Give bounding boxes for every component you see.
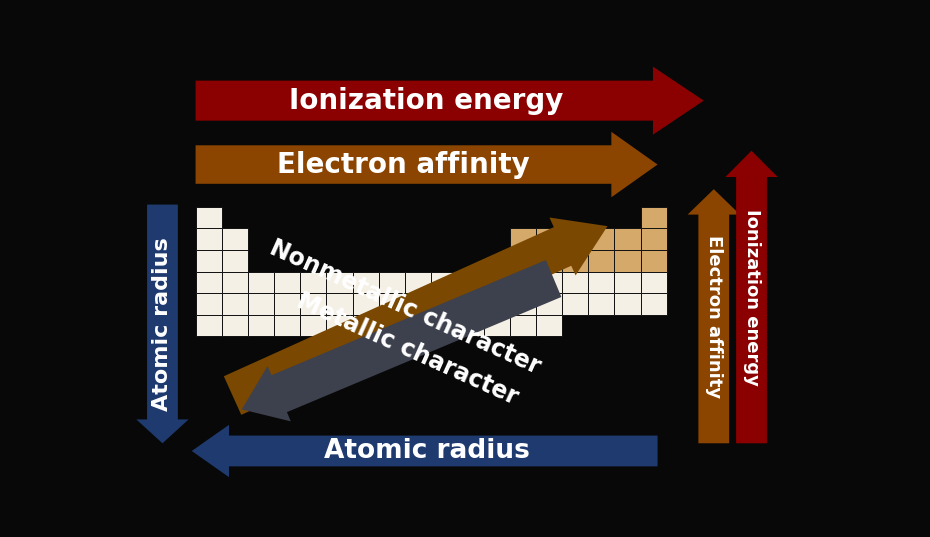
Bar: [510, 315, 536, 336]
Bar: [641, 250, 667, 272]
Bar: [589, 272, 615, 293]
Bar: [195, 272, 221, 293]
Text: Nonmetallic character: Nonmetallic character: [266, 235, 544, 379]
Bar: [352, 272, 379, 293]
Bar: [562, 293, 589, 315]
Bar: [195, 315, 221, 336]
Polygon shape: [725, 151, 777, 443]
Bar: [379, 293, 405, 315]
Bar: [536, 293, 562, 315]
Bar: [589, 228, 615, 250]
Bar: [195, 293, 221, 315]
Text: Ionization energy: Ionization energy: [289, 86, 564, 114]
Bar: [484, 272, 510, 293]
Bar: [274, 272, 300, 293]
Bar: [326, 272, 352, 293]
Bar: [379, 315, 405, 336]
Bar: [432, 315, 458, 336]
Text: Atomic radius: Atomic radius: [324, 438, 529, 464]
Bar: [641, 207, 667, 228]
Bar: [536, 315, 562, 336]
Bar: [221, 272, 248, 293]
Text: Atomic radius: Atomic radius: [153, 237, 172, 411]
Bar: [274, 315, 300, 336]
Bar: [510, 293, 536, 315]
Bar: [641, 228, 667, 250]
Text: Ionization energy: Ionization energy: [742, 208, 761, 386]
Bar: [379, 272, 405, 293]
Bar: [562, 272, 589, 293]
Bar: [641, 272, 667, 293]
Text: Electron affinity: Electron affinity: [705, 235, 723, 398]
Bar: [405, 293, 432, 315]
Bar: [221, 315, 248, 336]
Bar: [300, 315, 326, 336]
Bar: [562, 228, 589, 250]
Text: Electron affinity: Electron affinity: [277, 150, 530, 178]
Polygon shape: [687, 189, 740, 443]
Bar: [458, 315, 484, 336]
Bar: [221, 250, 248, 272]
Polygon shape: [195, 67, 704, 135]
Bar: [510, 250, 536, 272]
Bar: [326, 315, 352, 336]
Bar: [405, 315, 432, 336]
Bar: [248, 315, 274, 336]
Bar: [589, 293, 615, 315]
Bar: [641, 293, 667, 315]
Polygon shape: [195, 132, 658, 197]
Bar: [352, 315, 379, 336]
Bar: [510, 272, 536, 293]
Bar: [510, 228, 536, 250]
Bar: [615, 228, 641, 250]
Bar: [615, 250, 641, 272]
Bar: [432, 293, 458, 315]
Text: Metallic character: Metallic character: [293, 289, 522, 410]
Bar: [300, 272, 326, 293]
Bar: [300, 293, 326, 315]
Bar: [195, 207, 221, 228]
Bar: [195, 228, 221, 250]
Bar: [405, 272, 432, 293]
Polygon shape: [224, 217, 607, 415]
Bar: [432, 272, 458, 293]
Bar: [195, 250, 221, 272]
Bar: [536, 250, 562, 272]
Bar: [221, 228, 248, 250]
Bar: [615, 293, 641, 315]
Bar: [484, 315, 510, 336]
Bar: [484, 293, 510, 315]
Polygon shape: [242, 260, 562, 422]
Bar: [458, 293, 484, 315]
Bar: [589, 250, 615, 272]
Bar: [536, 228, 562, 250]
Bar: [221, 293, 248, 315]
Polygon shape: [137, 205, 189, 443]
Bar: [458, 272, 484, 293]
Bar: [248, 293, 274, 315]
Bar: [562, 250, 589, 272]
Polygon shape: [192, 425, 658, 477]
Bar: [615, 272, 641, 293]
Bar: [326, 293, 352, 315]
Bar: [248, 272, 274, 293]
Bar: [536, 272, 562, 293]
Bar: [274, 293, 300, 315]
Bar: [352, 293, 379, 315]
